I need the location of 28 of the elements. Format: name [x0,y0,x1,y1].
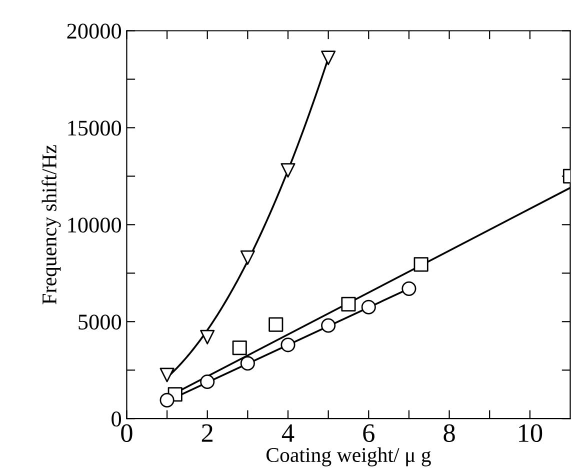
point [160,368,174,382]
point [280,163,296,178]
point [402,281,416,296]
y-tick-label: 0 [112,412,122,427]
point [232,340,247,356]
x-tick-label: 8 [444,424,455,442]
x-tick-label: 10 [519,424,542,442]
point [268,317,284,332]
x-tick-label: 4 [282,424,294,442]
y-tick-label: 15000 [68,120,122,136]
point [160,392,174,408]
x-axis-title: Coating weight/ μ g [266,447,431,466]
point [200,374,215,390]
y-tick-label: 10000 [68,218,122,233]
point [414,257,428,272]
point [240,356,255,371]
point [321,318,336,333]
y-tick-label: 5000 [78,314,122,330]
x-tick-label: 2 [202,424,212,442]
point [361,300,376,314]
y-tick-label: 20000 [67,24,122,39]
y-axis-title: Frequency shift/Hz [42,145,61,304]
point [321,50,336,66]
point [240,250,255,265]
point [280,338,296,352]
point [200,330,215,344]
point [341,296,356,312]
x-tick-label: 6 [363,424,374,442]
